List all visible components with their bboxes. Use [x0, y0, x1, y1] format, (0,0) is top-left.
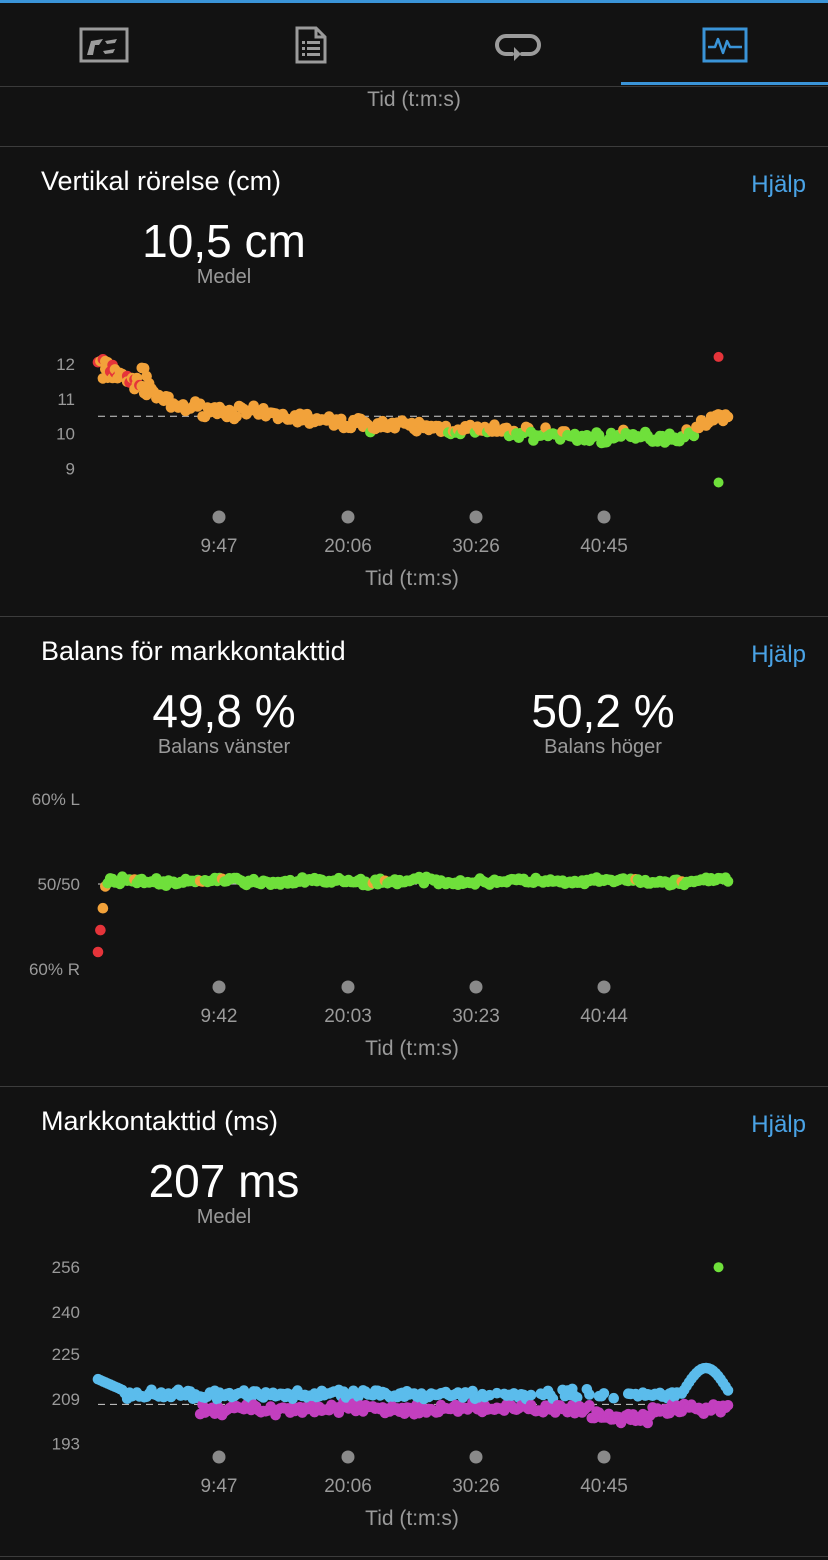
data-point	[95, 924, 106, 936]
section-divider	[0, 146, 828, 147]
x-tick-label: 9:42	[201, 1006, 238, 1027]
document-details-icon	[295, 26, 326, 64]
x-tick-label: 30:26	[452, 536, 500, 557]
x-tick-marker	[597, 1450, 611, 1464]
help-link[interactable]: Hjälp	[751, 641, 806, 668]
data-point	[722, 1385, 734, 1396]
data-point	[722, 1400, 734, 1411]
tab-details[interactable]	[207, 3, 414, 87]
data-point	[92, 946, 104, 958]
help-link[interactable]: Hjälp	[751, 171, 806, 198]
x-tick-label: 30:26	[452, 1476, 500, 1497]
x-tick-marker	[597, 510, 611, 524]
scatter-points	[92, 871, 734, 958]
x-tick-label: 40:45	[580, 1476, 628, 1497]
card-title: Markkontakttid (ms)	[41, 1106, 279, 1136]
balance-right-label: Balans höger	[544, 736, 662, 758]
x-tick-marker	[469, 980, 483, 994]
x-tick-marker	[341, 980, 355, 994]
scatter-points	[92, 351, 734, 488]
average-value: 207 ms	[148, 1155, 300, 1207]
x-axis-title: Tid (t:m:s)	[365, 567, 459, 590]
active-tab-indicator	[621, 82, 828, 85]
x-tick-marker	[212, 1450, 226, 1464]
y-tick-label: 225	[52, 1345, 80, 1364]
previous-chart-axis-title: Tid (t:m:s)	[367, 88, 461, 111]
x-tick-label: 20:06	[324, 536, 372, 557]
balance-right-value: 50,2 %	[531, 685, 675, 737]
tab-repeats[interactable]	[414, 3, 621, 87]
data-point	[525, 1389, 537, 1401]
data-point	[688, 430, 700, 442]
data-point	[97, 902, 109, 914]
repeat-laps-icon	[494, 34, 541, 61]
x-tick-marker	[341, 1450, 355, 1464]
x-tick-marker	[597, 980, 611, 994]
average-label: Medel	[196, 1206, 252, 1228]
gct-balance-card: Balans för markkontakttid Hjälp 49,8 % B…	[0, 616, 828, 1086]
performance-chart-icon	[702, 27, 747, 63]
ground-contact-time-card: Markkontakttid (ms) Hjälp 207 ms Medel 2…	[0, 1086, 828, 1556]
vertical-oscillation-chart: 12 11 10 9 9:47 20:06 30:26 40:45 Tid (t:m:s)	[56, 351, 734, 590]
x-tick-marker	[341, 510, 355, 524]
vertical-oscillation-card: Vertikal rörelse (cm) Hjälp 10,5 cm Mede…	[0, 146, 828, 616]
data-point	[722, 876, 734, 887]
y-tick-label: 11	[57, 390, 75, 409]
x-tick-label: 9:47	[201, 536, 238, 557]
y-tick-label: 60% R	[29, 960, 80, 979]
data-point	[608, 1392, 619, 1404]
data-point	[598, 1388, 610, 1399]
x-tick-label: 9:47	[201, 1476, 238, 1497]
average-value: 10,5 cm	[142, 215, 306, 267]
tab-bar	[0, 3, 828, 87]
x-tick-marker	[469, 510, 483, 524]
y-tick-label: 256	[52, 1258, 80, 1277]
average-label: Medel	[196, 266, 252, 288]
y-tick-label: 10	[56, 425, 75, 444]
data-point	[571, 1392, 583, 1403]
x-tick-label: 40:44	[580, 1006, 628, 1027]
x-tick-label: 20:06	[324, 1476, 372, 1497]
y-tick-label: 60% L	[32, 790, 80, 809]
outlier-point	[713, 351, 724, 362]
outlier-point	[713, 1262, 724, 1273]
data-point	[231, 411, 242, 422]
tab-performance[interactable]	[621, 3, 828, 87]
x-tick-label: 40:45	[580, 536, 628, 557]
data-point	[722, 411, 734, 423]
section-divider	[0, 1086, 828, 1087]
tab-laps[interactable]	[0, 3, 207, 87]
outlier-point	[713, 477, 724, 488]
x-tick-marker	[212, 980, 226, 994]
help-link[interactable]: Hjälp	[751, 1111, 806, 1138]
card-title: Balans för markkontakttid	[41, 636, 346, 666]
x-tick-label: 30:23	[452, 1006, 500, 1027]
balance-left-value: 49,8 %	[152, 685, 296, 737]
y-tick-label: 240	[52, 1303, 80, 1322]
top-accent-line	[0, 0, 828, 3]
x-axis-title: Tid (t:m:s)	[365, 1507, 459, 1530]
x-tick-label: 20:03	[324, 1006, 372, 1027]
y-tick-label: 209	[52, 1390, 80, 1409]
y-tick-label: 12	[56, 355, 75, 374]
x-tick-marker	[212, 510, 226, 524]
x-axis-title: Tid (t:m:s)	[365, 1037, 459, 1060]
section-divider	[0, 616, 828, 617]
y-tick-label: 193	[52, 1435, 80, 1454]
y-tick-label: 50/50	[37, 875, 80, 894]
section-divider	[0, 1556, 828, 1557]
x-tick-marker	[469, 1450, 483, 1464]
gct-balance-chart: 60% L 50/50 60% R 9:42 20:03 30:23 40:44 Tid (t…	[29, 790, 734, 1060]
scatter-points	[92, 1262, 734, 1429]
y-tick-label: 9	[66, 460, 75, 479]
ground-contact-time-chart: 256 240 225 209 193 9:47 20:06 30:26 40:45 Tid (t…	[52, 1258, 734, 1530]
data-point	[584, 1389, 595, 1400]
lap-splits-icon	[79, 27, 128, 63]
card-title: Vertikal rörelse (cm)	[41, 166, 282, 196]
data-point	[584, 1400, 595, 1411]
balance-left-label: Balans vänster	[157, 736, 291, 758]
